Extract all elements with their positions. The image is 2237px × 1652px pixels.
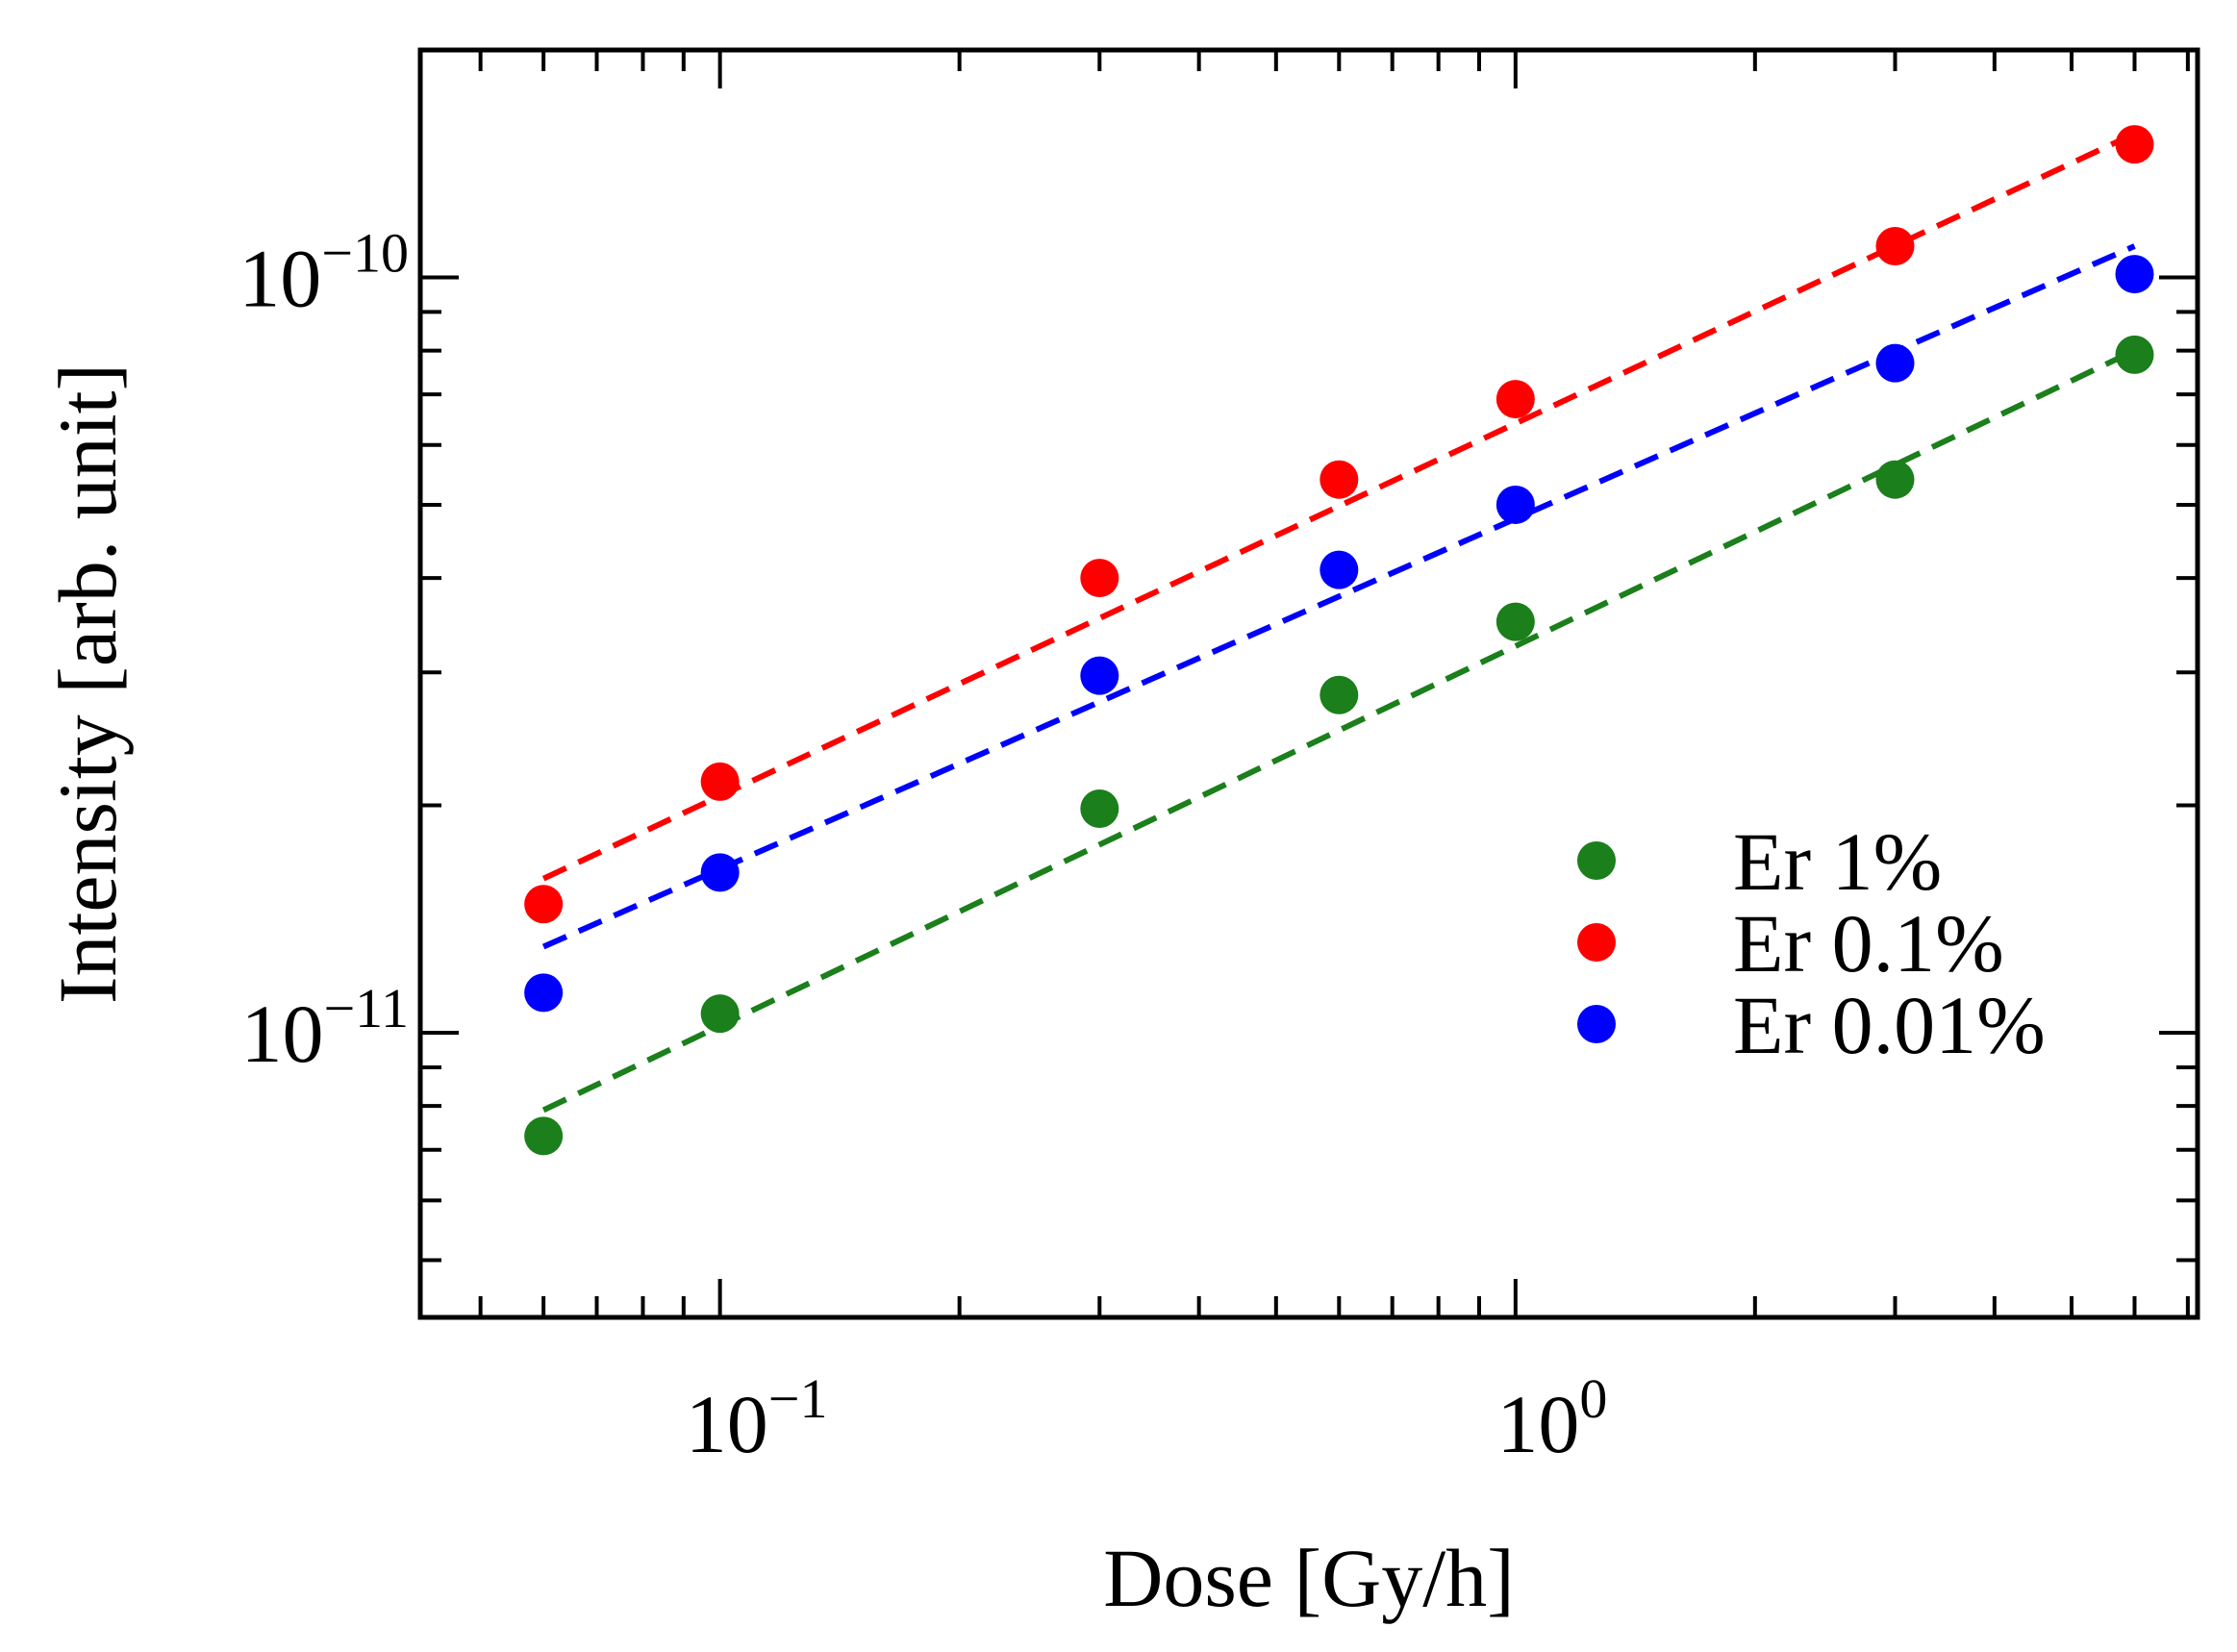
data-point [524,885,564,924]
major-ticks [420,50,2198,1317]
data-point [2115,255,2154,294]
legend-label: Er 0.1% [1733,897,2004,989]
fit-lines [541,131,2136,1114]
data-points [524,125,2154,1156]
legend-label: Er 1% [1733,815,1942,908]
legend-marker [1577,841,1616,880]
legend-marker [1577,1005,1616,1043]
data-point [1875,226,1915,265]
data-point [1080,656,1119,695]
plot-frame [417,47,2200,1320]
x-tick-labels: 10−1 100 [686,1367,1608,1470]
data-point [524,1116,564,1156]
data-point [2115,125,2154,164]
legend: Er 1%Er 0.1%Er 0.01% [1577,815,2046,1071]
y-tick-labels: 10−11 10−10 [239,221,409,1080]
data-point [700,994,740,1034]
data-point [1080,559,1119,598]
data-point [1320,550,1359,589]
fit-line [541,347,2136,1114]
y-axis-title: Intensity [arb. unit] [41,363,134,1004]
data-point [1496,485,1535,524]
data-point [1875,343,1915,383]
data-point [1496,380,1535,419]
y-tick-label: 10−11 [240,977,409,1080]
data-point [700,762,740,801]
data-point [1875,460,1915,499]
x-axis-title: Dose [Gy/h] [1103,1532,1515,1624]
data-point [700,853,740,892]
legend-label: Er 0.01% [1733,979,2046,1071]
legend-marker [1577,923,1616,962]
x-tick-label: 100 [1496,1367,1607,1470]
y-tick-label: 10−10 [239,221,409,324]
fit-line [541,131,2136,882]
fit-line [541,243,2136,950]
data-point [1320,675,1359,714]
data-point [2115,335,2154,374]
data-point [1080,788,1119,828]
data-point [1320,460,1359,499]
x-tick-label: 10−1 [686,1367,828,1470]
minor-ticks [420,48,2198,1317]
data-point [524,973,564,1013]
data-point [1496,602,1535,641]
